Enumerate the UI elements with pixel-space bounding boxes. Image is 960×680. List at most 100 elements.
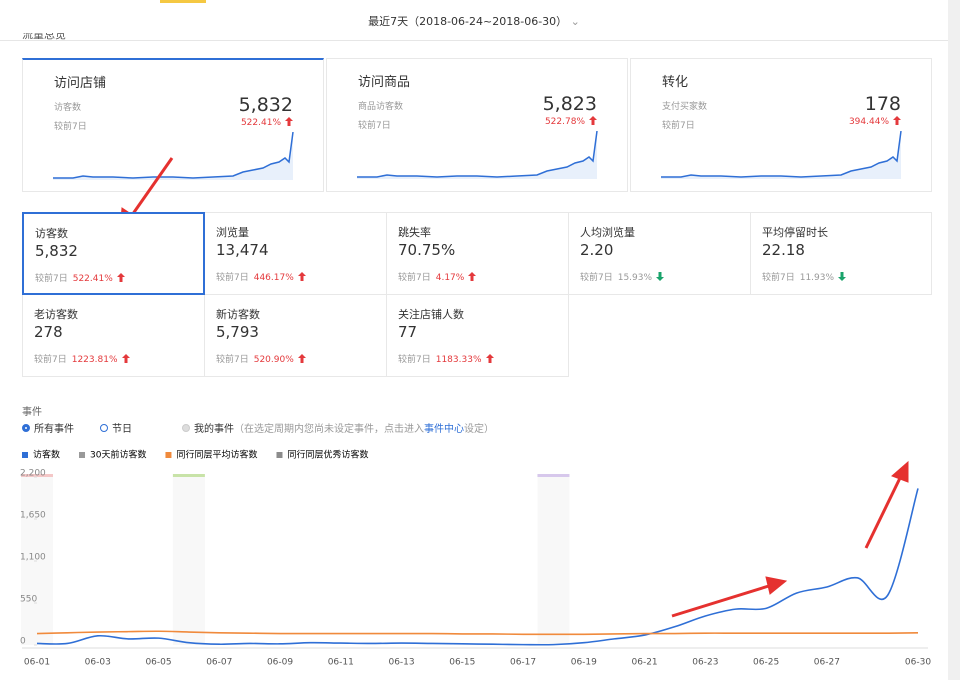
x-tick-label: 06-19 (571, 658, 597, 668)
card-change: 394.44% (849, 116, 901, 127)
legend-label[interactable]: 30天前访客数 (90, 449, 146, 461)
y-tick-label: 1,100 (20, 553, 46, 563)
chevron: ⌄ (570, 15, 580, 28)
arrow-shape (297, 354, 306, 363)
metric-compare-label: 较前7日 (34, 355, 67, 365)
metric-cell: 跳失率 70.75% 较前7日 4.17% (386, 212, 569, 295)
metric-label: 访客数 (35, 227, 68, 240)
metric-compare: 较前7日 1223.81% (34, 352, 130, 365)
metric-compare-label: 较前7日 (216, 273, 249, 283)
y-tick-label: 1,650 (20, 511, 46, 521)
arrow-shape (589, 116, 597, 125)
card-value: 178 (864, 93, 901, 115)
metric-change: 11.93% (799, 273, 835, 283)
metric-change: 520.90% (253, 355, 294, 365)
trend-arrow (485, 354, 494, 363)
metric-cell: 人均浏览量 2.20 较前7日 15.93% (568, 212, 751, 295)
metric-cell: 新访客数 5,793 较前7日 520.90% (204, 294, 387, 377)
event-marker (172, 474, 205, 477)
events-options: 所有事件 节日 我的事件 （在选定周期内您尚未设定事件，点击进入 事件中心 设定） (22, 420, 494, 435)
sparkline-area (357, 131, 597, 179)
metric-value: 2.20 (580, 241, 614, 259)
events-link[interactable]: 事件中心 (424, 424, 464, 435)
metric-compare-label: 较前7日 (398, 355, 431, 365)
section-title: 流量总览 (22, 33, 66, 41)
radio-label[interactable]: 所有事件 (34, 424, 74, 435)
metric-cell: 浏览量 13,474 较前7日 446.17% (204, 212, 387, 295)
stat-card: 转化 支付买家数 较前7日 178 394.44% (630, 58, 932, 192)
card-title: 访问商品 (358, 75, 411, 90)
x-tick-label: 06-15 (449, 658, 475, 668)
y-tick-label: 550 (20, 595, 37, 605)
event-band (537, 477, 570, 645)
metric-value: 278 (34, 323, 63, 341)
metric-compare: 较前7日 522.41% (35, 271, 125, 284)
stat-card: 访问店铺 访客数 较前7日 5,832 522.41% (22, 58, 324, 192)
x-tick-label: 06-03 (85, 658, 111, 668)
card-title: 转化 (662, 75, 689, 90)
sparkline-area (53, 132, 293, 180)
metric-value: 22.18 (762, 241, 805, 259)
x-tick-label: 06-25 (753, 658, 779, 668)
trend-arrow (121, 354, 130, 363)
card-change-text: 522.41% (240, 118, 281, 128)
series-line (36, 488, 919, 646)
trend-arrow (297, 354, 306, 363)
sparkline-line (661, 131, 902, 178)
card-change: 522.78% (545, 116, 597, 127)
top-bar: 最近7天（2018-06-24~2018-06-30） ⌄ (0, 0, 948, 41)
arrow-shape (656, 272, 665, 281)
events-hint: （在选定周期内您尚未设定事件，点击进入 (234, 424, 424, 435)
legend-swatch (276, 452, 283, 458)
sparkline (661, 131, 902, 179)
arrow-shape (485, 354, 494, 363)
metric-value: 70.75% (398, 241, 456, 259)
radio[interactable] (22, 423, 30, 432)
radio[interactable] (182, 423, 190, 432)
metric-compare: 较前7日 1183.33% (398, 352, 494, 365)
event-marker (537, 474, 570, 477)
metric-compare-label: 较前7日 (398, 273, 431, 283)
metric-compare-label: 较前7日 (762, 273, 795, 283)
radio-label[interactable]: 我的事件 (194, 424, 234, 435)
trend-arrow (589, 116, 597, 125)
metric-compare: 较前7日 446.17% (216, 270, 306, 283)
legend-label[interactable]: 同行同层平均访客数 (176, 449, 257, 461)
metric-label: 老访客数 (34, 308, 78, 321)
metric-label: 新访客数 (216, 308, 260, 321)
metric-label: 跳失率 (398, 226, 431, 239)
legend-label[interactable]: 访客数 (33, 449, 60, 461)
y-tick-label: 0 (20, 637, 26, 647)
x-tick-label: 06-09 (267, 658, 293, 668)
metric-compare: 较前7日 15.93% (580, 270, 665, 283)
radio-label[interactable]: 节日 (112, 424, 132, 435)
card-value: 5,832 (238, 94, 293, 116)
metric-change: 522.41% (72, 274, 113, 284)
metric-label: 人均浏览量 (580, 226, 635, 239)
date-range-text[interactable]: 最近7天（2018-06-24~2018-06-30） (368, 15, 568, 28)
events-hint: 设定） (464, 424, 494, 435)
x-tick-label: 06-11 (328, 658, 354, 668)
arrow-shape (468, 272, 477, 281)
metric-cell: 访客数 5,832 较前7日 522.41% (22, 212, 205, 295)
metric-compare: 较前7日 520.90% (216, 352, 306, 365)
metric-change: 1223.81% (71, 355, 118, 365)
legend-label[interactable]: 同行同层优秀访客数 (287, 449, 368, 461)
metric-value: 5,832 (35, 242, 78, 260)
metric-compare-label: 较前7日 (216, 355, 249, 365)
series-line (36, 630, 919, 636)
radio[interactable] (100, 423, 108, 432)
trend-arrow (893, 116, 901, 125)
x-tick-label: 06-30 (905, 658, 931, 668)
card-compare: 较前7日 (358, 121, 391, 131)
metric-label: 平均停留时长 (762, 226, 828, 239)
trend-arrow (656, 272, 665, 281)
trend-arrow (838, 272, 847, 281)
legend-swatch (165, 452, 172, 458)
event-marker (21, 474, 53, 477)
metric-compare-label: 较前7日 (580, 273, 613, 283)
legend-swatch (22, 452, 28, 458)
date-range[interactable]: 最近7天（2018-06-24~2018-06-30） ⌄ (0, 13, 948, 29)
tab-indicator (160, 0, 206, 3)
card-change: 522.41% (241, 117, 293, 128)
